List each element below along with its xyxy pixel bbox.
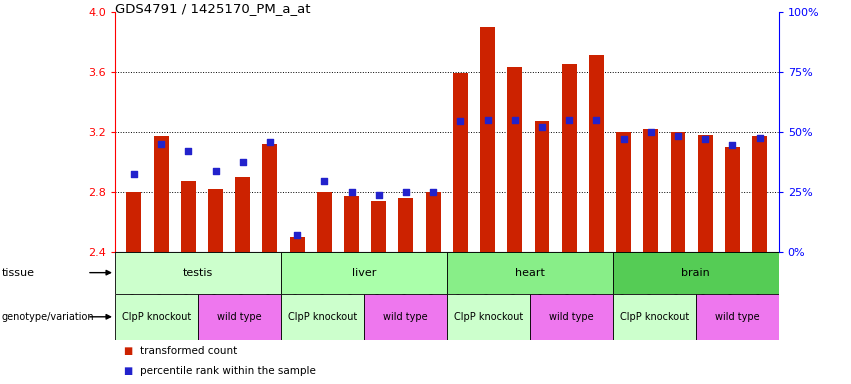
Bar	[589, 55, 604, 252]
Point	[753, 134, 767, 141]
Point	[345, 189, 358, 195]
Bar	[208, 189, 223, 252]
Bar	[529, 294, 613, 340]
Point	[617, 136, 631, 142]
Bar	[154, 136, 168, 252]
Text: ■: ■	[123, 346, 133, 356]
Bar	[398, 197, 414, 252]
Point	[263, 139, 277, 145]
Point	[699, 136, 712, 142]
Point	[399, 189, 413, 195]
Bar	[364, 294, 447, 340]
Text: transformed count: transformed count	[140, 346, 237, 356]
Bar	[317, 192, 332, 252]
Point	[590, 116, 603, 122]
Text: liver: liver	[351, 268, 376, 278]
Bar	[262, 144, 277, 252]
Point	[127, 170, 140, 177]
Bar	[426, 192, 441, 252]
Point	[181, 148, 195, 154]
Point	[290, 232, 304, 238]
Bar	[613, 252, 779, 294]
Text: wild type: wild type	[383, 312, 427, 322]
Bar	[289, 237, 305, 252]
Bar	[534, 121, 550, 252]
Point	[644, 128, 658, 134]
Text: heart: heart	[515, 268, 545, 278]
Bar	[371, 200, 386, 252]
Text: wild type: wild type	[715, 312, 759, 322]
Text: ClpP knockout: ClpP knockout	[122, 312, 191, 322]
Point	[563, 116, 576, 122]
Text: percentile rank within the sample: percentile rank within the sample	[140, 366, 317, 376]
Bar	[752, 136, 767, 252]
Point	[372, 192, 386, 198]
Point	[481, 116, 494, 122]
Point	[236, 159, 249, 165]
Point	[426, 189, 440, 195]
Bar	[127, 192, 141, 252]
Text: testis: testis	[183, 268, 213, 278]
Point	[726, 142, 740, 148]
Bar	[616, 131, 631, 252]
Point	[454, 118, 467, 124]
Text: ■: ■	[123, 366, 133, 376]
Bar	[562, 64, 577, 252]
Point	[508, 116, 522, 122]
Bar	[447, 252, 613, 294]
Text: wild type: wild type	[549, 312, 593, 322]
Bar	[235, 177, 250, 252]
Bar	[725, 147, 740, 252]
Point	[671, 133, 685, 139]
Bar	[197, 294, 281, 340]
Text: ClpP knockout: ClpP knockout	[454, 312, 523, 322]
Text: GDS4791 / 1425170_PM_a_at: GDS4791 / 1425170_PM_a_at	[115, 2, 311, 15]
Bar	[281, 294, 364, 340]
Point	[535, 124, 549, 130]
Bar	[480, 26, 495, 252]
Point	[317, 178, 331, 184]
Point	[208, 167, 222, 174]
Bar	[613, 294, 696, 340]
Text: ClpP knockout: ClpP knockout	[288, 312, 357, 322]
Text: ClpP knockout: ClpP knockout	[620, 312, 688, 322]
Bar	[698, 134, 712, 252]
Bar	[115, 252, 281, 294]
Text: tissue: tissue	[2, 268, 35, 278]
Bar	[643, 129, 659, 252]
Point	[154, 141, 168, 147]
Bar	[453, 73, 468, 252]
Bar	[281, 252, 447, 294]
Bar	[181, 181, 196, 252]
Bar	[115, 294, 197, 340]
Bar	[507, 67, 523, 252]
Text: brain: brain	[682, 268, 710, 278]
Bar	[671, 131, 686, 252]
Text: genotype/variation: genotype/variation	[2, 312, 94, 322]
Text: wild type: wild type	[217, 312, 261, 322]
Bar	[696, 294, 779, 340]
Bar	[447, 294, 529, 340]
Bar	[344, 196, 359, 252]
